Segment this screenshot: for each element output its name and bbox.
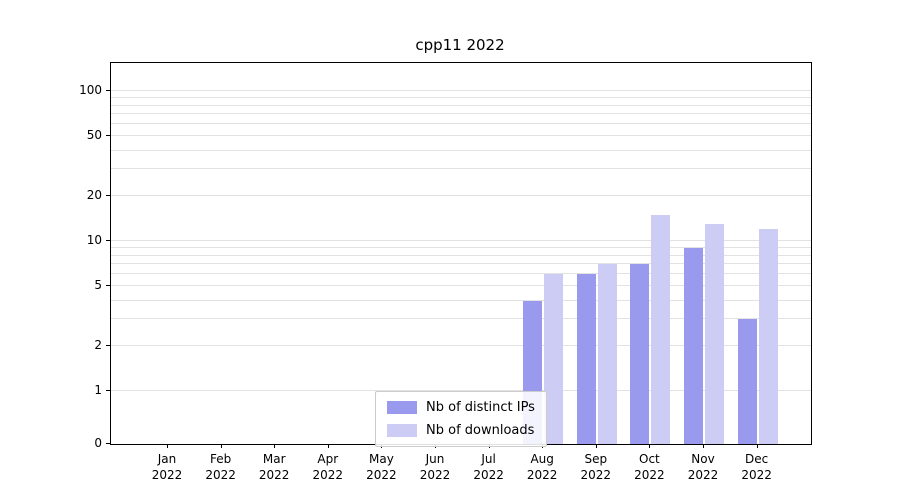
gridline — [111, 390, 811, 391]
y-tick-label: 1 — [94, 383, 102, 397]
gridline — [111, 104, 811, 106]
legend-label-distinct-ips: Nb of distinct IPs — [426, 400, 535, 415]
x-tick-mark — [327, 444, 329, 448]
y-tick-mark — [106, 390, 110, 391]
y-tick-mark — [106, 285, 110, 287]
bar-distinct-ips-dec — [737, 319, 757, 444]
legend-label-downloads: Nb of downloads — [426, 423, 535, 438]
x-tick-mark — [167, 444, 168, 448]
bar-downloads-sep — [597, 264, 617, 444]
x-tick-label: Aug 2022 — [526, 452, 558, 482]
y-tick-mark — [106, 240, 110, 241]
bar-downloads-nov — [705, 223, 724, 444]
gridline — [111, 123, 811, 125]
x-tick-mark — [756, 444, 758, 448]
x-tick-mark — [649, 444, 651, 448]
legend-swatch-downloads — [387, 424, 417, 437]
y-tick-label: 10 — [86, 233, 102, 247]
plot-area — [110, 62, 812, 445]
x-tick-label: Mar 2022 — [258, 452, 290, 482]
x-tick-label: Sep 2022 — [580, 452, 612, 482]
x-tick-label: Nov 2022 — [687, 452, 719, 482]
x-tick-mark — [595, 444, 597, 448]
y-tick-mark — [106, 194, 110, 196]
gridline — [111, 285, 811, 287]
x-tick-label: Jan 2022 — [151, 452, 183, 482]
y-tick-label: 5 — [94, 278, 102, 293]
gridline — [111, 318, 811, 320]
gridline — [111, 246, 811, 248]
gridline — [111, 168, 811, 170]
x-tick-label: Jul 2022 — [473, 452, 504, 482]
x-tick-label: Jun 2022 — [419, 452, 451, 482]
x-tick-label: Oct 2022 — [634, 452, 665, 482]
bar-distinct-ips-nov — [684, 247, 703, 444]
x-tick-label: Feb 2022 — [205, 452, 236, 482]
x-tick-mark — [703, 444, 704, 448]
legend-entry-downloads: Nb of downloads — [387, 423, 535, 438]
legend-entry-distinct-ips: Nb of distinct IPs — [387, 400, 535, 415]
gridline — [111, 263, 811, 265]
bar-downloads-aug — [544, 274, 564, 444]
gridline — [111, 344, 811, 346]
y-tick-mark — [106, 344, 110, 346]
gridline — [111, 273, 811, 275]
y-tick-mark — [106, 443, 110, 444]
gridline — [111, 194, 811, 196]
gridline — [111, 240, 811, 241]
legend: Nb of distinct IPs Nb of downloads — [375, 391, 547, 447]
x-tick-label: Apr 2022 — [312, 452, 344, 482]
y-tick-label: 0 — [94, 436, 102, 450]
y-tick-mark — [106, 135, 110, 137]
bar-downloads-dec — [758, 229, 778, 444]
bar-distinct-ips-sep — [576, 274, 596, 444]
gridline — [111, 149, 811, 151]
gridline — [111, 135, 811, 137]
y-tick-label: 50 — [86, 128, 102, 143]
x-tick-mark — [274, 444, 276, 448]
x-tick-mark — [220, 444, 222, 448]
x-tick-label: May 2022 — [366, 452, 397, 482]
bar-distinct-ips-oct — [630, 264, 650, 444]
gridline — [111, 90, 811, 91]
y-tick-mark — [106, 90, 110, 91]
y-tick-label: 100 — [79, 83, 102, 97]
legend-swatch-distinct-ips — [387, 401, 417, 414]
x-tick-label: Dec 2022 — [741, 452, 772, 482]
chart-title: cpp11 2022 — [415, 36, 505, 54]
gridline — [111, 96, 811, 98]
bar-downloads-oct — [651, 214, 671, 444]
y-tick-label: 2 — [94, 337, 102, 352]
y-tick-label: 20 — [86, 187, 102, 202]
gridline — [111, 299, 811, 301]
gridline — [111, 254, 811, 256]
gridline — [111, 113, 811, 115]
